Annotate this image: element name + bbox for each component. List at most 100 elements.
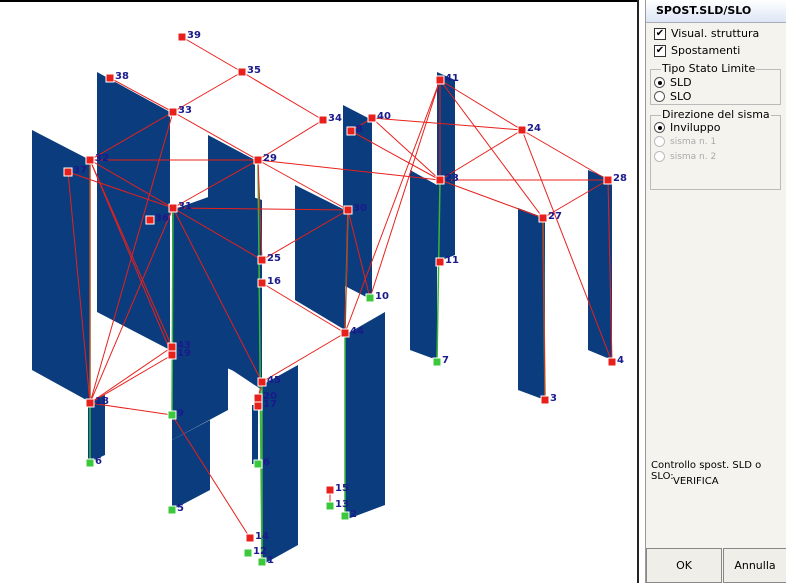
radio-row[interactable]: Inviluppo [654,121,721,134]
column [436,179,441,363]
group-box: Tipo Stato Limite [650,62,781,105]
node-label: 31 [178,201,192,212]
radio-label: sisma n. 2 [670,151,717,162]
brace [241,71,324,121]
node [245,533,255,543]
brace [172,71,243,113]
brace [257,159,349,211]
checkbox-row[interactable]: ✔ Spostamenti [654,44,740,57]
node-label: 11 [445,255,459,266]
node-label: 33 [178,105,192,116]
node [432,357,442,367]
radio-label: SLO [670,90,692,103]
wall [410,170,437,360]
node-label: 24 [527,123,541,134]
radio-label: Inviluppo [670,121,721,134]
node-label: 37 [73,165,87,176]
brace [261,209,349,261]
side-panel: SPOST.SLD/SLO ✔ Visual. struttura ✔ Sposta… [645,0,786,583]
wall [295,185,345,330]
brace [350,130,441,181]
wall [252,405,258,464]
node [63,167,73,177]
radio[interactable] [654,77,665,88]
node [346,126,356,136]
node [85,458,95,468]
node-label: 10 [375,291,389,302]
brace [257,119,324,161]
node-label: 1 [267,555,274,566]
brace [607,179,613,363]
wall [172,420,210,510]
checkbox-row[interactable]: ✔ Visual. struttura [654,27,759,40]
radio-label: sisma n. 1 [670,136,717,147]
brace [89,111,174,161]
node-label: 5 [177,503,184,514]
ok-button[interactable]: OK [646,548,722,583]
node-label: 7 [442,355,449,366]
node-label: 6 [95,456,102,467]
radio-row[interactable]: SLD [654,76,692,89]
brace [371,117,441,181]
node [603,175,613,185]
node [257,255,267,265]
node-label: 4 [617,355,624,366]
node [318,115,328,125]
node-label: 30 [353,203,367,214]
radio-label: SLD [670,76,692,89]
node [325,485,335,495]
radio-row: sisma n. 2 [654,151,716,162]
node [85,155,95,165]
node-label: 3 [550,393,557,404]
wall [97,72,170,350]
status-label: Controllo spost. SLD o SLO: [651,460,762,482]
brace [172,159,259,209]
node-label: 45 [267,375,281,386]
wall [343,105,372,300]
node-label: 19 [177,348,191,359]
brace [67,171,174,209]
node [538,213,548,223]
radio[interactable] [654,91,665,102]
radio-row[interactable]: SLO [654,90,691,103]
brace [257,159,263,261]
brace [89,346,173,404]
node [257,377,267,387]
node-label: 25 [267,253,281,264]
checkbox[interactable]: ✔ [654,27,666,40]
checkbox[interactable]: ✔ [654,44,666,57]
brace [261,332,346,383]
brace [67,171,91,404]
node-label: 29 [263,153,277,164]
brace [181,36,243,73]
node [325,501,335,511]
node [343,205,353,215]
node-label: 23 [445,173,459,184]
node-label: 13 [335,499,349,510]
checkbox-label: Spostamenti [671,44,741,57]
cancel-button[interactable]: Annulla [723,548,786,583]
brace [347,209,371,299]
wall [437,72,455,262]
radio[interactable] [654,122,665,133]
node [85,398,95,408]
brace [521,129,609,181]
node [253,459,263,469]
node-label: 35 [247,65,261,76]
node [167,410,177,420]
node-label: 12 [253,546,267,557]
brace [171,414,251,539]
node-label: 43 [177,340,191,351]
brace [172,207,263,261]
brace [109,77,174,113]
brace [439,79,523,131]
node [253,393,263,403]
node [607,357,617,367]
brace [89,207,174,404]
brace [172,207,349,211]
wall [32,130,90,402]
node-label: 18 [95,396,109,407]
radio [654,151,665,162]
brace [344,79,441,334]
